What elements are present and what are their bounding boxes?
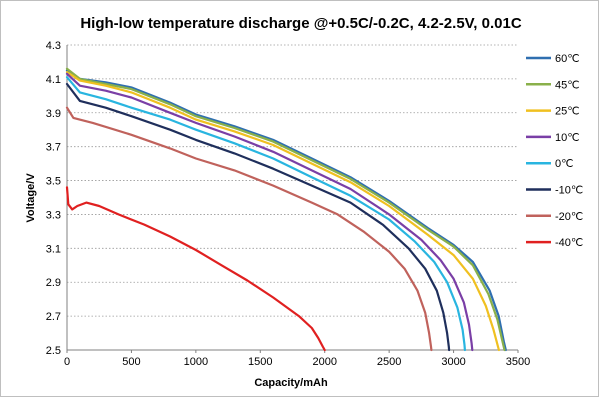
- y-tick-label: 4.1: [46, 74, 61, 86]
- y-axis-label: Voltage/V: [25, 173, 37, 223]
- y-tick-label: 2.7: [46, 311, 61, 323]
- series-lines: [65, 67, 507, 352]
- x-axis-label: Capacity/mAh: [254, 377, 328, 389]
- y-tick-label: 4.3: [46, 40, 61, 52]
- legend-label-0: 60℃: [555, 53, 580, 65]
- y-tick-label: 3.1: [46, 243, 61, 255]
- series-line-6: [65, 106, 433, 352]
- y-tick-label: 3.7: [46, 142, 61, 154]
- series-line-4: [65, 76, 466, 352]
- series-line-7: [65, 186, 326, 352]
- x-tick-label: 2000: [312, 356, 336, 368]
- legend-label-7: -40℃: [555, 237, 583, 249]
- series-line-2: [65, 71, 500, 352]
- x-tick-label: 1000: [184, 356, 208, 368]
- legend: 60℃ 45℃ 25℃ 10℃ 0℃ -10℃ -20℃ -40℃: [526, 53, 583, 249]
- legend-label-3: 10℃: [555, 132, 580, 144]
- legend-label-1: 45℃: [555, 79, 580, 91]
- legend-label-4: 0℃: [555, 158, 573, 170]
- legend-label-6: -20℃: [555, 211, 583, 223]
- x-tick-label: 0: [64, 356, 70, 368]
- y-tick-label: 2.5: [46, 345, 61, 357]
- y-tick-label: 3.5: [46, 176, 61, 188]
- series-line-3: [65, 72, 474, 352]
- x-tick-labels: 0 500 1000 1500 2000 2500 3000 3500: [64, 356, 530, 368]
- y-tick-labels: 2.5 2.7 2.9 3.1 3.3 3.5 3.7 3.9 4.1 4.3: [46, 40, 61, 357]
- x-tick-label: 1500: [248, 356, 272, 368]
- y-tick-label: 3.3: [46, 209, 61, 221]
- series-line-5: [65, 82, 451, 352]
- x-tick-label: 3000: [441, 356, 465, 368]
- x-tick-label: 3500: [506, 356, 530, 368]
- x-tick-label: 2500: [377, 356, 401, 368]
- legend-label-5: -10℃: [555, 185, 583, 197]
- chart-title: High-low temperature discharge @+0.5C/-0…: [80, 15, 521, 32]
- series-line-1: [65, 67, 506, 352]
- y-tick-label: 3.9: [46, 108, 61, 120]
- series-line-0: [65, 69, 507, 352]
- y-tick-label: 2.9: [46, 277, 61, 289]
- x-tick-label: 500: [122, 356, 140, 368]
- legend-label-2: 25℃: [555, 106, 580, 118]
